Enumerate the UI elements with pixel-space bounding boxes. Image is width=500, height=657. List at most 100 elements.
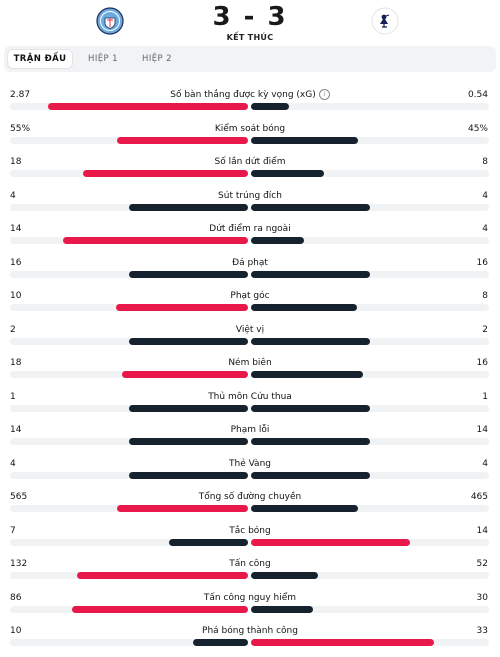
home-bar-track <box>10 237 248 244</box>
stat-row: 10 Phá bóng thành công 33 <box>0 624 500 657</box>
away-stat-value: 2 <box>482 324 488 335</box>
stat-label: Số bàn thắng được kỳ vọng (xG) i <box>100 88 400 102</box>
home-bar <box>122 371 248 378</box>
tottenham-crest-icon <box>371 7 399 35</box>
away-stat-value: 33 <box>476 626 488 636</box>
tab-match[interactable]: TRẬN ĐẤU <box>8 50 72 68</box>
away-stat-value: 8 <box>482 291 488 301</box>
home-bar-track <box>10 337 248 345</box>
away-bar-track <box>251 639 489 646</box>
match-score: 3 - 3 <box>212 2 288 32</box>
home-bar <box>77 572 248 579</box>
away-bar-track <box>251 304 489 311</box>
home-bar-track <box>10 471 248 479</box>
away-stat-value: 4 <box>482 224 488 234</box>
away-bar <box>251 639 434 646</box>
tab-second-half[interactable]: HIỆP 2 <box>142 54 172 64</box>
away-bar-track <box>251 103 489 110</box>
home-stat-value: 565 <box>10 492 28 502</box>
home-bar <box>115 304 248 311</box>
away-bar <box>251 103 289 110</box>
home-stat-value: 1 <box>10 391 16 402</box>
stat-label: Dứt điểm ra ngoài <box>100 222 400 236</box>
stat-label: Sút trúng đích <box>100 189 400 203</box>
stat-label-text: Kiểm soát bóng <box>214 123 286 134</box>
stat-row: 18 Ném biên 16 <box>0 356 500 389</box>
home-bar <box>47 103 248 110</box>
stat-label-text: Tấn công nguy hiểm <box>203 592 297 603</box>
info-icon[interactable]: i <box>318 89 330 100</box>
away-bar <box>251 438 370 445</box>
away-bar-track <box>251 438 489 445</box>
stat-label: Phạt góc <box>100 289 400 303</box>
home-stat-value: 86 <box>10 592 22 603</box>
stat-row: 4 Thẻ Vàng 4 <box>0 457 500 490</box>
away-stat-value: 52 <box>476 559 488 569</box>
match-status: KẾT THÚC <box>226 33 274 42</box>
home-stat-value: 10 <box>10 626 22 636</box>
away-stat-value: 465 <box>470 492 488 502</box>
stat-row: 132 Tấn công 52 <box>0 557 500 590</box>
home-bar-track <box>10 136 248 144</box>
home-stat-value: 7 <box>10 525 16 536</box>
home-stat-value: 14 <box>10 224 22 234</box>
away-bar-track <box>251 538 489 546</box>
away-bar <box>251 270 370 278</box>
tab-first-half[interactable]: HIỆP 1 <box>88 54 118 64</box>
home-bar-track <box>10 505 248 512</box>
away-bar <box>251 572 319 579</box>
away-bar <box>251 203 370 211</box>
stat-label-text: Phạm lỗi <box>230 425 270 435</box>
home-stat-value: 18 <box>10 358 22 368</box>
away-bar-track <box>251 572 489 579</box>
away-stat-value: 0.54 <box>467 90 488 100</box>
home-bar <box>62 237 248 244</box>
home-stat-value: 55% <box>10 123 31 134</box>
home-bar <box>117 136 248 144</box>
away-bar-track <box>251 371 489 378</box>
stat-label-text: Sút trúng đích <box>218 190 282 201</box>
home-bar-track <box>10 304 248 311</box>
stat-label-text: Số bàn thắng được kỳ vọng (xG) <box>170 90 316 100</box>
away-bar-track <box>251 170 489 177</box>
stat-label: Kiểm soát bóng <box>100 122 400 136</box>
stat-row: 55% Kiểm soát bóng 45% <box>0 122 500 155</box>
away-bar-track <box>251 471 489 479</box>
stat-label: Tấn công <box>100 557 400 571</box>
home-stat-value: 2 <box>10 324 16 335</box>
away-bar <box>251 605 313 613</box>
stat-label-text: Đá phạt <box>232 257 268 268</box>
away-stat-value: 14 <box>476 525 488 536</box>
stat-label: Số lần dứt điểm <box>100 155 400 169</box>
stat-label-text: Thẻ Vàng <box>229 458 271 469</box>
stat-row: 18 Số lần dứt điểm 8 <box>0 155 500 188</box>
away-stat-value: 8 <box>482 157 488 167</box>
stat-label-text: Dứt điểm ra ngoài <box>209 224 291 234</box>
away-bar-track <box>251 337 489 345</box>
stat-row: 2 Việt vị 2 <box>0 323 500 356</box>
away-bar-track <box>251 404 489 412</box>
home-stat-value: 18 <box>10 157 22 167</box>
stat-label-text: Tấn công <box>229 559 271 569</box>
stat-row: 2.87 Số bàn thắng được kỳ vọng (xG) i 0.54 <box>0 88 500 121</box>
home-bar <box>129 337 248 345</box>
stat-label: Tấn công nguy hiểm <box>100 591 400 605</box>
stat-row: 7 Tắc bóng 14 <box>0 524 500 557</box>
stat-label-text: Tắc bóng <box>229 525 271 536</box>
away-bar <box>251 337 370 345</box>
stat-label: Ném biên <box>100 356 400 370</box>
away-bar <box>251 538 410 546</box>
home-bar-track <box>10 438 248 445</box>
stat-label-text: Số lần dứt điểm <box>214 157 286 167</box>
away-bar-track <box>251 203 489 211</box>
stat-label-text: Ném biên <box>228 358 272 368</box>
stat-row: 16 Đá phạt 16 <box>0 256 500 289</box>
home-bar <box>129 404 248 412</box>
home-bar <box>129 270 248 278</box>
stat-row: 10 Phạt góc 8 <box>0 289 500 322</box>
stat-label: Việt vị <box>100 323 400 337</box>
away-bar <box>251 237 304 244</box>
home-stat-value: 4 <box>10 458 16 469</box>
stat-label-text: Thủ môn Cứu thua <box>208 391 292 402</box>
period-tabs: TRẬN ĐẤU HIỆP 1 HIỆP 2 <box>4 46 496 72</box>
